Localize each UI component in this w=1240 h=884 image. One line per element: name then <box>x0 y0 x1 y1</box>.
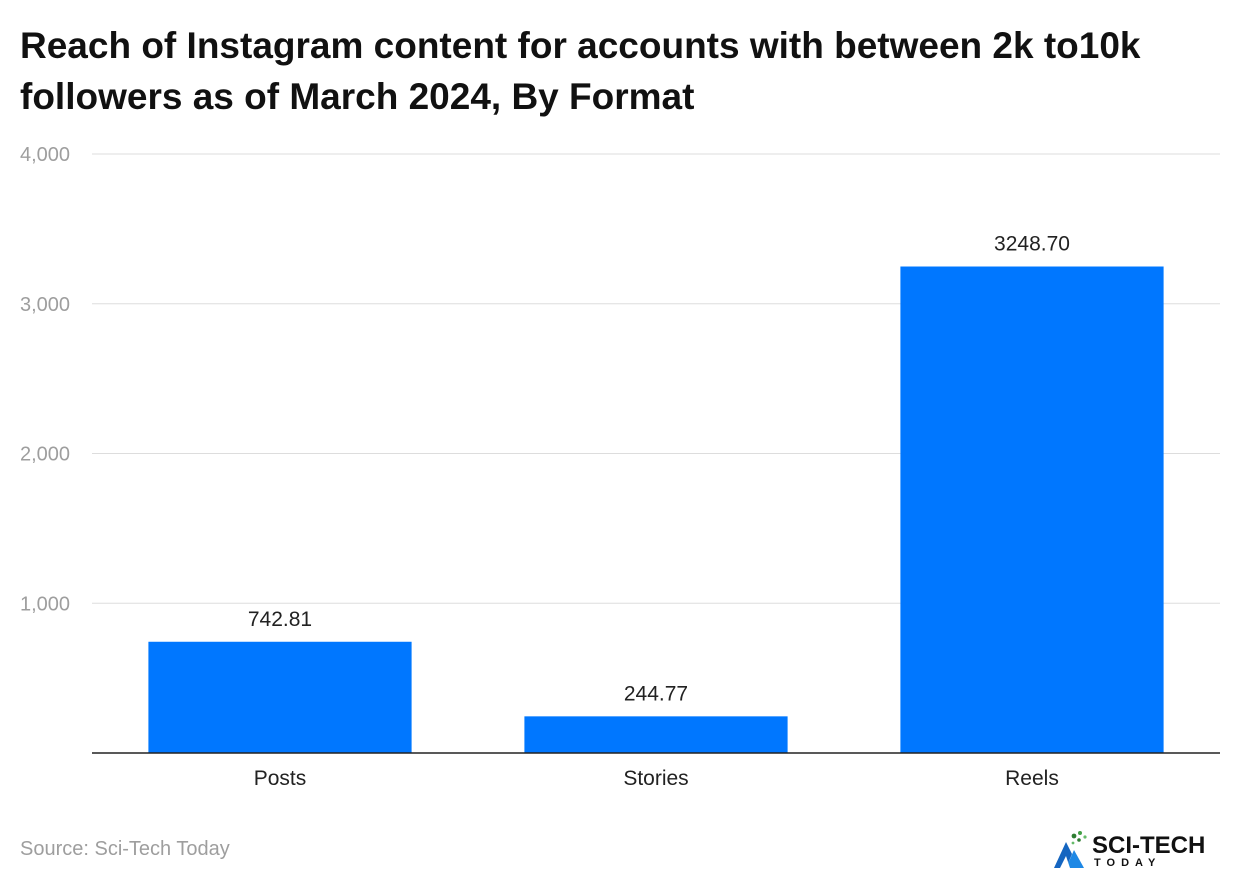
bar-posts <box>148 641 412 753</box>
y-tick-label: 2,000 <box>20 444 70 466</box>
x-tick-label-stories: Stories <box>623 767 688 790</box>
bar-reels <box>900 266 1164 753</box>
y-axis: 1,000 2,000 3,000 4,000 <box>20 144 70 615</box>
data-labels: 742.81 244.77 3248.70 <box>248 233 1070 706</box>
x-tick-label-reels: Reels <box>1005 767 1059 790</box>
chart-title: Reach of Instagram content for accounts … <box>20 25 1141 117</box>
bars <box>148 266 1164 753</box>
logo-subtitle: TODAY <box>1094 857 1162 869</box>
logo-name: SCI-TECH <box>1092 832 1206 859</box>
y-tick-label: 4,000 <box>20 144 70 166</box>
data-label-reels: 3248.70 <box>994 233 1070 256</box>
data-label-stories: 244.77 <box>624 682 688 705</box>
y-tick-label: 1,000 <box>20 593 70 615</box>
sci-tech-logo-icon <box>1054 831 1087 868</box>
bar-chart: 1,000 2,000 3,000 4,000 742.81 244.77 3248.70… <box>20 144 1220 790</box>
sci-tech-logo: SCI-TECH TODAY <box>1052 828 1227 874</box>
x-tick-label-posts: Posts <box>254 767 307 790</box>
y-tick-label: 3,000 <box>20 294 70 316</box>
source-note: Source: Sci-Tech Today <box>20 838 230 860</box>
data-label-posts: 742.81 <box>248 608 312 631</box>
bar-stories <box>524 716 788 753</box>
x-axis: Posts Stories Reels <box>92 752 1220 790</box>
